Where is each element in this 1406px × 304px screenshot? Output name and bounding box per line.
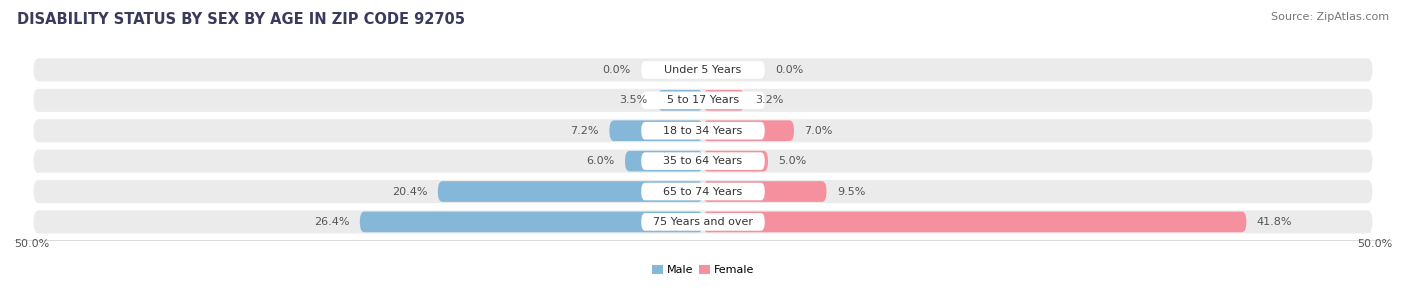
FancyBboxPatch shape [641,122,765,140]
Text: Under 5 Years: Under 5 Years [665,65,741,75]
Legend: Male, Female: Male, Female [647,261,759,280]
Text: 7.2%: 7.2% [571,126,599,136]
Text: 5.0%: 5.0% [779,156,807,166]
Text: 6.0%: 6.0% [586,156,614,166]
FancyBboxPatch shape [641,152,765,170]
FancyBboxPatch shape [658,90,703,111]
Text: 3.2%: 3.2% [755,95,783,105]
Text: 0.0%: 0.0% [603,65,631,75]
Text: 75 Years and over: 75 Years and over [652,217,754,227]
Text: 7.0%: 7.0% [804,126,832,136]
FancyBboxPatch shape [437,181,703,202]
FancyBboxPatch shape [34,180,1372,203]
Text: 65 to 74 Years: 65 to 74 Years [664,187,742,196]
Text: 50.0%: 50.0% [14,239,49,249]
FancyBboxPatch shape [641,213,765,231]
Text: 41.8%: 41.8% [1257,217,1292,227]
Text: 9.5%: 9.5% [837,187,865,196]
FancyBboxPatch shape [703,212,1246,232]
FancyBboxPatch shape [703,90,745,111]
FancyBboxPatch shape [34,58,1372,81]
Text: 0.0%: 0.0% [775,65,803,75]
FancyBboxPatch shape [703,120,794,141]
FancyBboxPatch shape [626,151,703,171]
Text: 50.0%: 50.0% [1357,239,1392,249]
Text: DISABILITY STATUS BY SEX BY AGE IN ZIP CODE 92705: DISABILITY STATUS BY SEX BY AGE IN ZIP C… [17,12,465,27]
FancyBboxPatch shape [34,89,1372,112]
Text: Source: ZipAtlas.com: Source: ZipAtlas.com [1271,12,1389,22]
FancyBboxPatch shape [641,92,765,109]
FancyBboxPatch shape [34,119,1372,142]
Text: 20.4%: 20.4% [392,187,427,196]
FancyBboxPatch shape [703,151,768,171]
FancyBboxPatch shape [703,181,827,202]
Text: 26.4%: 26.4% [314,217,350,227]
Text: 18 to 34 Years: 18 to 34 Years [664,126,742,136]
FancyBboxPatch shape [34,210,1372,233]
FancyBboxPatch shape [641,183,765,200]
Text: 3.5%: 3.5% [619,95,647,105]
FancyBboxPatch shape [641,61,765,79]
Text: 5 to 17 Years: 5 to 17 Years [666,95,740,105]
FancyBboxPatch shape [360,212,703,232]
Text: 35 to 64 Years: 35 to 64 Years [664,156,742,166]
FancyBboxPatch shape [609,120,703,141]
FancyBboxPatch shape [34,150,1372,173]
